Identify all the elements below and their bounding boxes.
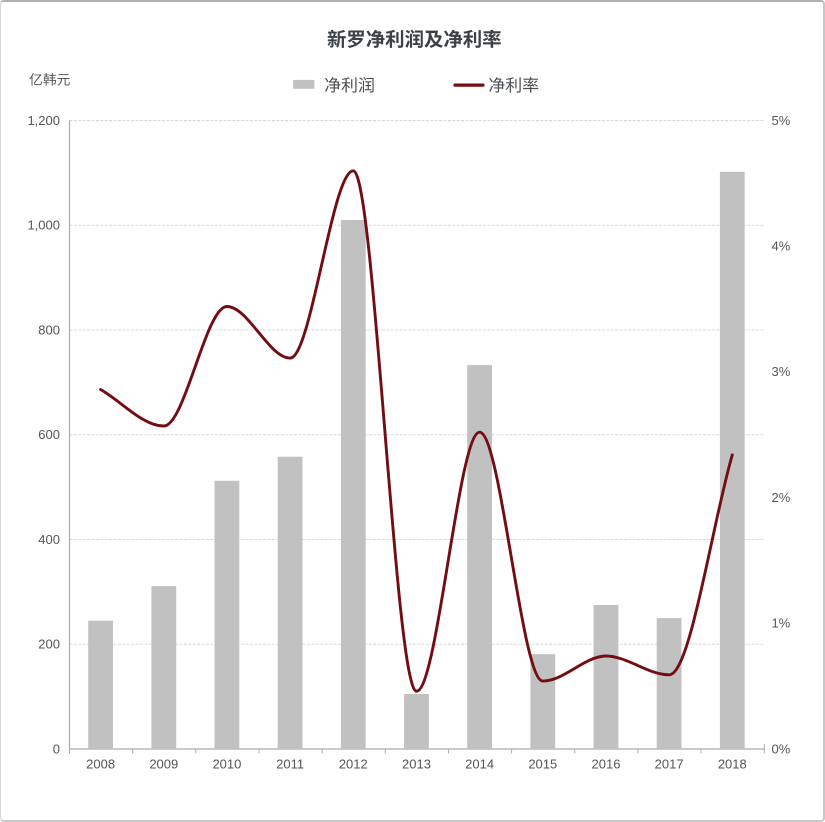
svg-text:800: 800 [38, 322, 60, 337]
svg-text:2016: 2016 [592, 757, 621, 772]
svg-text:2011: 2011 [276, 757, 304, 772]
svg-text:0: 0 [53, 741, 60, 756]
svg-text:0%: 0% [772, 741, 791, 756]
svg-text:2012: 2012 [339, 757, 368, 772]
svg-text:2014: 2014 [465, 757, 494, 772]
svg-text:2%: 2% [772, 490, 791, 505]
svg-text:1%: 1% [772, 616, 791, 631]
svg-text:1,200: 1,200 [27, 113, 60, 128]
svg-text:2017: 2017 [655, 757, 684, 772]
svg-text:2008: 2008 [86, 757, 115, 772]
svg-text:2018: 2018 [718, 757, 747, 772]
svg-text:3%: 3% [772, 364, 791, 379]
svg-text:4%: 4% [772, 239, 791, 254]
svg-text:5%: 5% [772, 113, 791, 128]
svg-text:2009: 2009 [149, 757, 178, 772]
svg-text:400: 400 [38, 532, 60, 547]
svg-text:1,000: 1,000 [27, 218, 60, 233]
svg-text:2010: 2010 [212, 757, 241, 772]
svg-text:2015: 2015 [528, 757, 557, 772]
svg-text:2013: 2013 [402, 757, 431, 772]
svg-text:200: 200 [38, 637, 60, 652]
svg-text:600: 600 [38, 427, 60, 442]
